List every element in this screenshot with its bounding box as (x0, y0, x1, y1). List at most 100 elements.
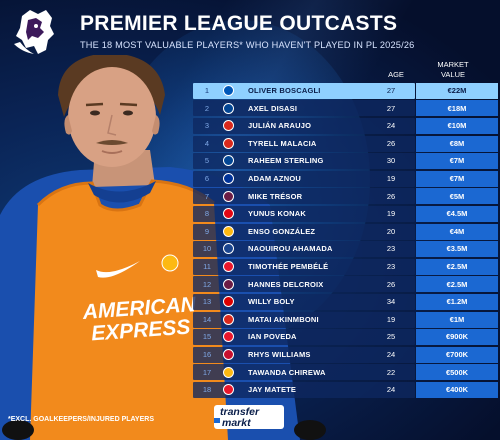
row-background (193, 293, 415, 310)
market-value: €2.5M (446, 261, 468, 271)
transfermarkt-logo: transfer markt (214, 405, 284, 429)
player-age: 26 (386, 191, 396, 201)
value-cell-background (416, 293, 498, 310)
player-photo (0, 55, 326, 440)
row-background (193, 311, 415, 328)
table-row: 13 WILLY BOLY 34 €1.2M (193, 293, 499, 311)
table-row: 17 TAWANDA CHIREWA 22 €500K (193, 364, 499, 382)
player-name: HANNES DELCROIX (248, 279, 324, 289)
rank-number: 1 (204, 86, 210, 95)
row-background (193, 381, 415, 398)
player-age: 20 (386, 226, 396, 236)
row-background (193, 170, 415, 187)
value-cell-background (416, 188, 498, 205)
row-background (193, 135, 415, 152)
club-crest-icon (223, 384, 234, 396)
value-cell-background (416, 223, 498, 240)
player-name: MIKE TRÉSOR (248, 191, 303, 201)
player-name: AXEL DISASI (248, 103, 298, 113)
value-cell-background (416, 346, 498, 363)
table-row: 15 IAN POVEDA 25 €900K (193, 328, 499, 346)
table-row: 8 YUNUS KONAK 19 €4.5M (193, 205, 499, 223)
club-crest-icon (223, 366, 234, 378)
club-crest-icon (223, 155, 234, 167)
table-row: 11 TIMOTHÉE PEMBÉLÉ 23 €2.5M (193, 258, 499, 276)
market-value: €10M (447, 121, 467, 131)
page-subtitle: THE 18 MOST VALUABLE PLAYERS* WHO HAVEN'… (80, 40, 415, 50)
player-age: 19 (386, 314, 396, 324)
market-value: €22M (447, 86, 467, 95)
player-age: 26 (386, 138, 396, 148)
player-age: 19 (386, 209, 396, 219)
market-value: €900K (445, 332, 469, 342)
market-value: €400K (445, 385, 469, 395)
player-age: 27 (386, 103, 396, 113)
value-cell-background (416, 117, 498, 134)
player-name: TIMOTHÉE PEMBÉLÉ (248, 261, 329, 271)
club-crest-icon (223, 190, 234, 202)
row-background (193, 241, 415, 258)
player-age: 24 (386, 121, 396, 131)
rank-number: 18 (202, 385, 212, 395)
market-value: €7M (449, 173, 465, 183)
player-age: 26 (386, 279, 396, 289)
rank-number: 10 (202, 244, 212, 254)
value-cell-background (416, 100, 498, 117)
market-value: €700K (445, 349, 469, 359)
player-name: TYRELL MALACIA (248, 138, 317, 148)
rank-number: 17 (202, 367, 212, 377)
row-background (193, 364, 415, 381)
footnote: *EXCL. GOALKEEPERS/INJURED PLAYERS (8, 416, 154, 423)
player-name: IAN POVEDA (248, 332, 297, 342)
player-name: MATAI AKINMBONI (248, 314, 319, 324)
club-crest-icon (223, 296, 234, 308)
value-cell-background (416, 153, 498, 170)
age-column-header: AGE (388, 70, 404, 79)
market-value: €500K (445, 367, 469, 377)
table-row: 5 RAHEEM STERLING 30 €7M (193, 152, 499, 170)
row-background (193, 117, 415, 134)
club-crest-icon (223, 313, 234, 325)
market-value-header-line2: VALUE (440, 70, 466, 79)
player-age: 24 (386, 385, 396, 395)
row-background (193, 82, 415, 99)
market-value: €2.5M (446, 279, 468, 289)
market-value-header-line1: MARKET (437, 60, 469, 69)
rank-number: 9 (204, 226, 210, 236)
rank-number: 8 (204, 209, 210, 219)
market-value: €18M (447, 103, 467, 113)
player-age: 24 (386, 349, 396, 359)
row-background (193, 276, 415, 293)
table-row: 3 JULIÁN ARAUJO 24 €10M (193, 117, 499, 135)
market-value: €4M (449, 226, 465, 236)
market-value: €8M (449, 138, 465, 148)
club-crest-icon (223, 278, 234, 290)
player-age: 27 (386, 86, 396, 95)
rank-number: 16 (202, 349, 212, 359)
rank-number: 4 (204, 138, 210, 148)
player-name: NAOUIROU AHAMADA (248, 244, 333, 254)
table-row: 9 ENSO GONZÁLEZ 20 €4M (193, 223, 499, 241)
player-name: RHYS WILLIAMS (248, 349, 311, 359)
row-background (193, 329, 415, 346)
table-row: 7 MIKE TRÉSOR 26 €5M (193, 188, 499, 206)
rank-number: 14 (202, 314, 212, 324)
premier-league-logo (14, 10, 54, 54)
value-cell-background (416, 170, 498, 187)
row-background (193, 100, 415, 117)
rank-number: 2 (204, 103, 210, 113)
value-cell-background (416, 205, 498, 222)
table-row: 12 HANNES DELCROIX 26 €2.5M (193, 276, 499, 294)
market-value: €3.5M (446, 244, 468, 254)
club-crest-icon (223, 172, 234, 184)
value-cell-background (416, 276, 498, 293)
club-crest-icon (223, 331, 234, 343)
brand-accent (214, 418, 220, 423)
rank-number: 3 (204, 121, 210, 131)
row-background (193, 223, 415, 240)
table-row: 16 RHYS WILLIAMS 24 €700K (193, 346, 499, 364)
club-crest-icon (223, 243, 234, 255)
club-crest-icon (223, 260, 234, 272)
player-name: TAWANDA CHIREWA (248, 367, 326, 377)
